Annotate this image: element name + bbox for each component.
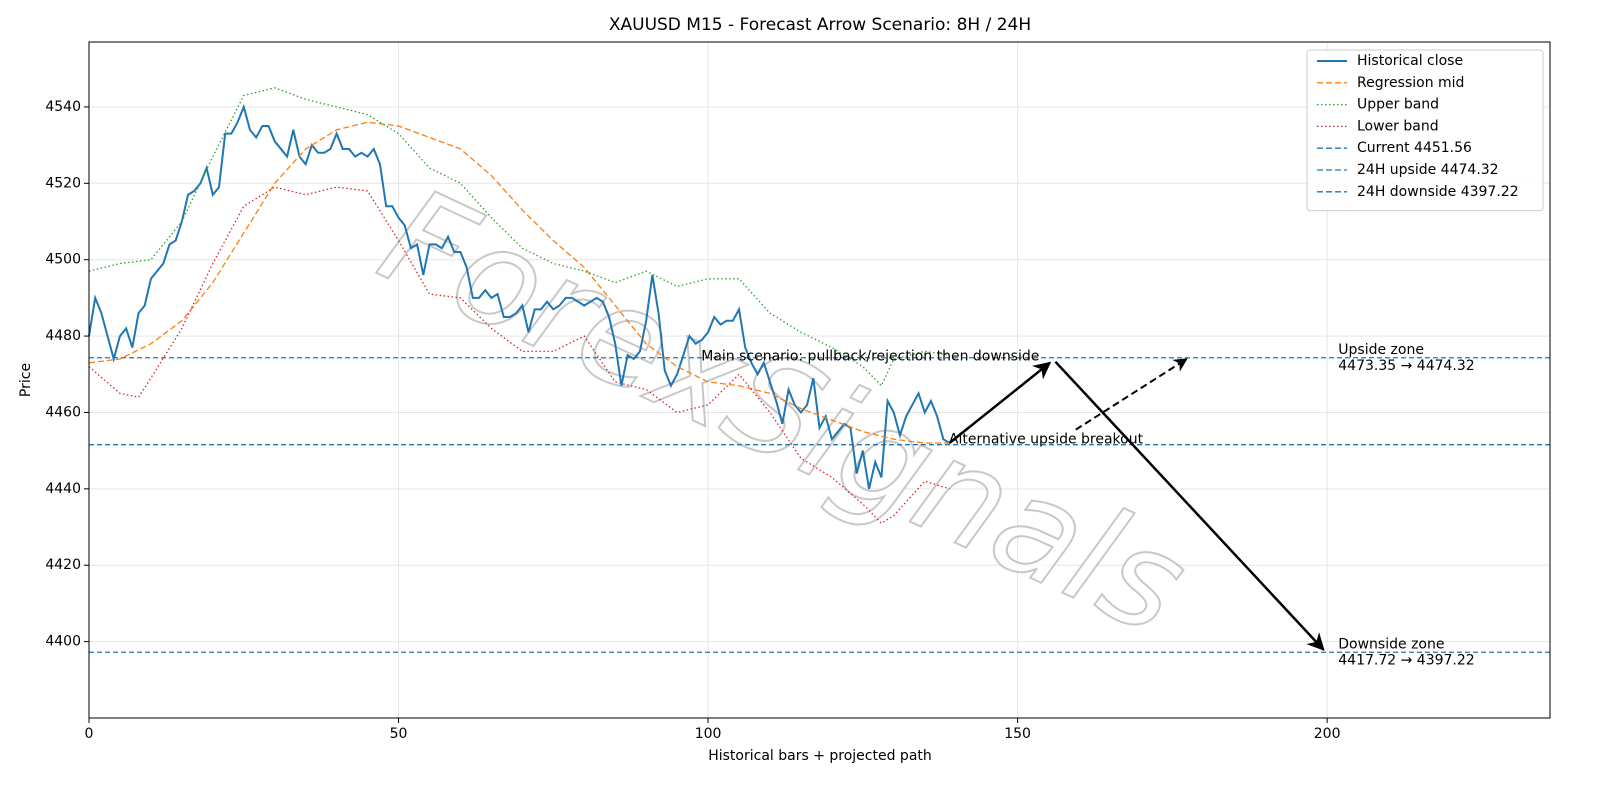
- x-tick-label: 150: [1004, 726, 1031, 742]
- y-axis-label: Price: [18, 363, 34, 397]
- legend-label: Regression mid: [1357, 75, 1464, 91]
- forecast-arrow: [1054, 360, 1325, 651]
- series-line: [88, 103, 951, 490]
- plot-frame: [88, 41, 1551, 719]
- x-axis-label: Historical bars + projected path: [708, 748, 932, 764]
- series-line: [88, 121, 950, 444]
- annotation: 4473.35 → 4474.32: [1338, 358, 1474, 374]
- x-tick-label: 0: [85, 726, 94, 742]
- annotation: 4417.72 → 4397.22: [1338, 653, 1474, 669]
- y-tick-label: 4460: [45, 404, 81, 420]
- y-tick-label: 4500: [45, 252, 81, 268]
- y-tick-label: 4420: [45, 557, 81, 573]
- x-tick-label: 200: [1314, 726, 1341, 742]
- y-tick-label: 4480: [45, 328, 81, 344]
- y-tick-label: 4520: [45, 175, 81, 191]
- legend-label: Historical close: [1357, 53, 1463, 69]
- annotation: Alternative upside breakout: [949, 432, 1144, 448]
- y-tick-label: 4440: [45, 481, 81, 497]
- forecast-arrow: [948, 361, 1052, 444]
- x-tick-label: 100: [695, 726, 722, 742]
- legend-label: 24H downside 4397.22: [1357, 184, 1519, 200]
- legend-label: Current 4451.56: [1357, 140, 1472, 156]
- forecast-arrow: [1075, 358, 1188, 431]
- y-tick-label: 4540: [45, 99, 81, 115]
- legend-label: Upper band: [1357, 97, 1439, 113]
- x-tick-label: 50: [390, 726, 408, 742]
- series-line: [88, 87, 950, 387]
- legend-label: 24H upside 4474.32: [1357, 162, 1499, 178]
- legend-label: Lower band: [1357, 118, 1439, 134]
- annotation: Upside zone: [1338, 342, 1424, 358]
- chart-title: XAUUSD M15 - Forecast Arrow Scenario: 8H…: [609, 15, 1031, 35]
- y-tick-label: 4400: [45, 634, 81, 650]
- legend-box: [1306, 49, 1544, 212]
- series-line: [88, 186, 950, 525]
- annotation: Downside zone: [1338, 637, 1444, 653]
- annotation: Main scenario: pullback/rejection then d…: [701, 349, 1039, 365]
